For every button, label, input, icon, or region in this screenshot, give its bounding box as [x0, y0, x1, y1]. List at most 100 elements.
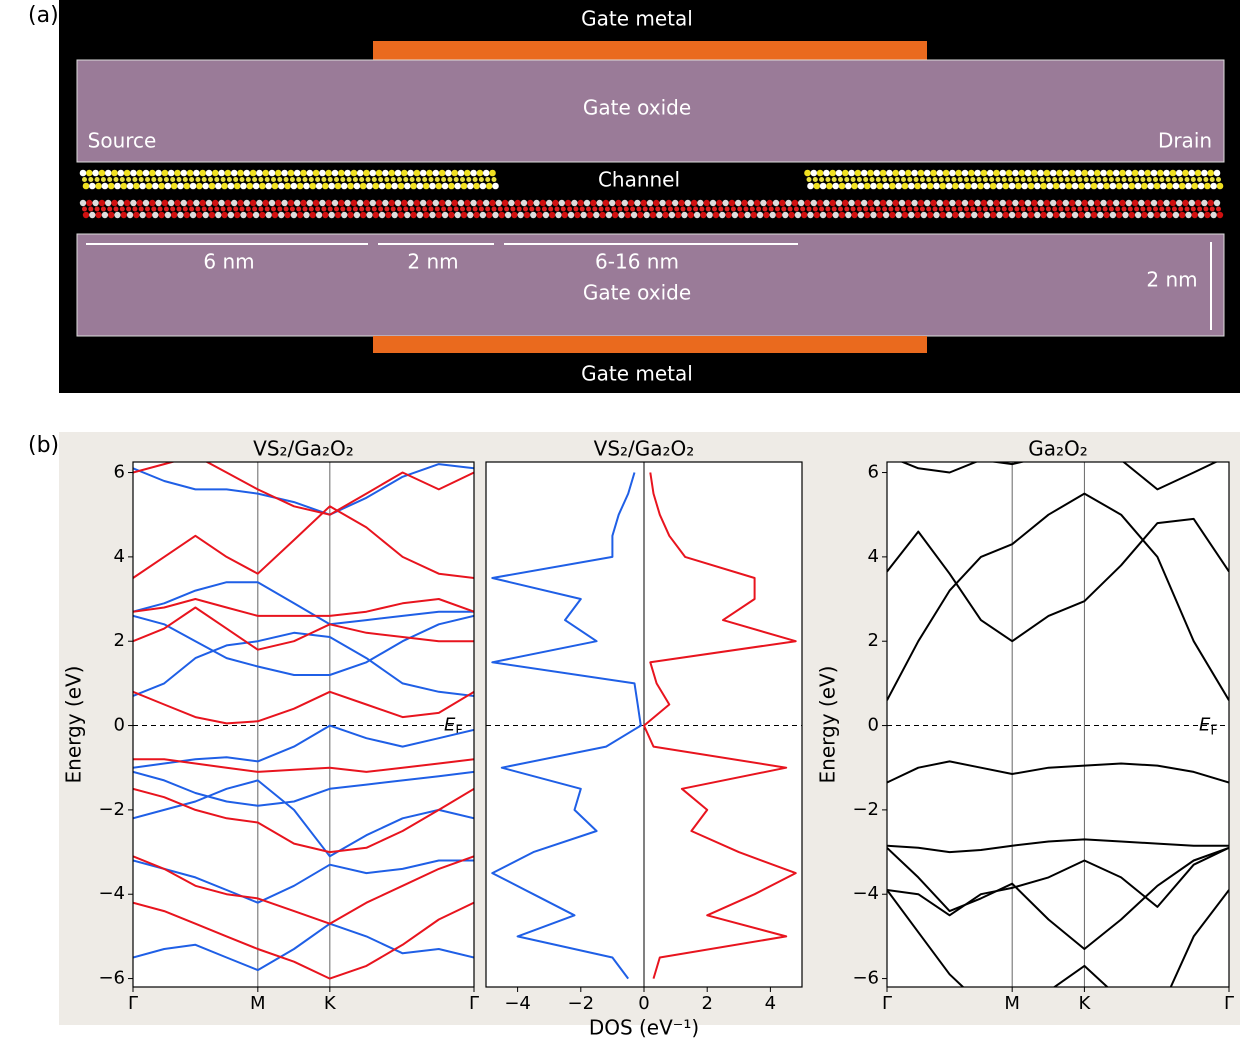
y-tick-label: 2: [114, 630, 125, 651]
atom: [1065, 211, 1073, 219]
atom: [126, 206, 132, 212]
atom: [479, 182, 487, 190]
atom: [693, 211, 701, 219]
atom: [926, 182, 934, 190]
atom: [453, 206, 459, 212]
atom: [964, 182, 972, 190]
atom: [869, 206, 875, 212]
atom: [1102, 177, 1108, 182]
atom: [976, 206, 982, 212]
atom: [955, 199, 962, 207]
atom: [180, 199, 187, 207]
atom: [807, 211, 814, 219]
atom: [901, 182, 909, 190]
atom: [186, 169, 194, 177]
atom: [728, 199, 736, 207]
atom: [478, 177, 484, 182]
atom: [315, 206, 321, 212]
atom: [264, 177, 270, 182]
atom: [662, 211, 669, 219]
atom: [655, 206, 661, 212]
atom: [838, 211, 846, 219]
atom: [234, 211, 241, 219]
x-tick-label: M: [1004, 993, 1020, 1014]
atom: [123, 169, 131, 177]
atom: [271, 211, 279, 219]
atom: [227, 211, 235, 219]
atom: [927, 211, 934, 219]
band-line: [133, 770, 474, 807]
atom: [579, 206, 585, 212]
atom: [722, 199, 729, 207]
atom: [1056, 169, 1063, 177]
atom: [687, 211, 694, 219]
atom: [1068, 169, 1076, 177]
atom: [428, 206, 434, 212]
atom: [327, 177, 333, 182]
atom: [369, 169, 377, 177]
atom: [1039, 206, 1045, 212]
atom: [410, 182, 417, 190]
atom: [1165, 206, 1171, 212]
atom: [151, 206, 157, 212]
atom: [1018, 199, 1025, 207]
atom: [653, 199, 660, 207]
atom: [472, 206, 478, 212]
atom: [1097, 182, 1104, 190]
atom: [95, 182, 102, 190]
atom: [1103, 211, 1110, 219]
atom: [968, 199, 975, 207]
atom: [573, 206, 579, 212]
band-line: [133, 787, 474, 854]
atom: [215, 211, 222, 219]
atom: [678, 199, 685, 207]
atom: [895, 182, 902, 190]
atom: [829, 169, 836, 177]
atom: [309, 182, 317, 190]
atom: [590, 199, 597, 207]
x-tick-label: Γ: [128, 993, 138, 1014]
atom: [445, 199, 452, 207]
atom: [434, 206, 440, 212]
atom: [995, 206, 1001, 212]
atom: [665, 199, 673, 207]
atom: [193, 199, 200, 207]
atom: [170, 177, 176, 182]
atom: [403, 177, 409, 182]
atom: [835, 169, 843, 177]
atom: [1140, 177, 1146, 182]
atom: [1012, 169, 1019, 177]
atom: [1008, 211, 1016, 219]
atom: [1141, 182, 1148, 190]
atom: [177, 211, 184, 219]
atom: [856, 206, 862, 212]
atom: [352, 177, 358, 182]
atom: [832, 211, 839, 219]
atom: [340, 206, 346, 212]
atom: [886, 169, 893, 177]
atom: [356, 169, 364, 177]
atom: [1131, 169, 1139, 177]
atom: [325, 199, 332, 207]
atom: [98, 199, 106, 207]
atom: [498, 211, 505, 219]
atom: [167, 169, 175, 177]
atom: [642, 206, 648, 212]
atom: [1043, 199, 1051, 207]
atom: [1043, 169, 1051, 177]
atom: [1068, 199, 1076, 207]
atom: [328, 182, 336, 190]
atom: [1058, 206, 1064, 212]
atom: [271, 182, 279, 190]
atom: [501, 199, 509, 207]
atom: [769, 211, 776, 219]
atom: [1090, 211, 1098, 219]
atom: [170, 182, 178, 190]
atom: [996, 211, 1003, 219]
atom: [277, 177, 283, 182]
atom: [334, 177, 339, 182]
atom: [618, 211, 625, 219]
band-line: [133, 505, 474, 579]
atom: [289, 177, 295, 182]
atom: [208, 177, 213, 182]
